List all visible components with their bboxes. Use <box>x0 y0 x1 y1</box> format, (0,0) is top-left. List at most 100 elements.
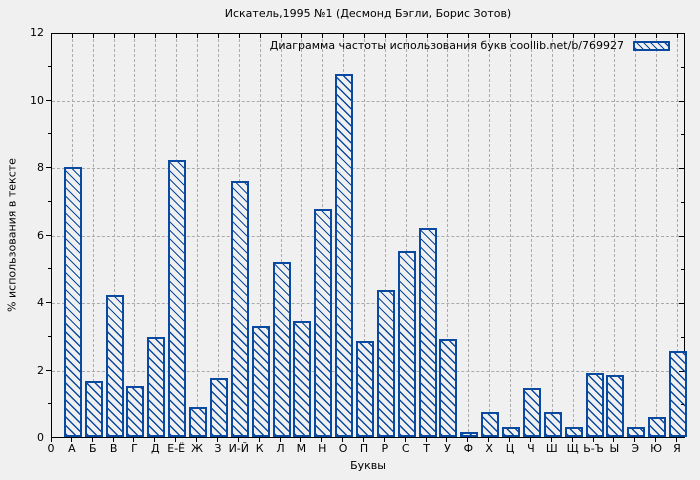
x-top-tick <box>572 34 574 38</box>
x-tick <box>70 438 72 442</box>
y-major-tick <box>46 302 51 303</box>
x-tick <box>488 438 490 442</box>
x-top-tick <box>71 34 73 38</box>
x-tick-label: Д <box>151 442 160 455</box>
x-tick-label: Н <box>318 442 327 455</box>
x-tick <box>425 438 427 442</box>
bar-Ц <box>502 426 521 437</box>
x-tick <box>634 438 636 442</box>
v-gridline <box>656 34 658 437</box>
v-gridline <box>593 34 595 437</box>
x-top-tick <box>322 34 324 38</box>
x-tick <box>321 438 323 442</box>
x-tick-label: Ш <box>545 442 558 455</box>
x-tick-label: С <box>401 442 410 455</box>
v-gridline <box>614 34 616 437</box>
x-tick-label: М <box>296 442 307 455</box>
y-minor-tick-mirror <box>681 66 684 68</box>
y-major-tick-mirror <box>679 168 684 169</box>
v-gridline <box>635 34 637 437</box>
chart-title: Искатель,1995 №1 (Десмонд Бэгли, Борис З… <box>224 7 512 20</box>
bar-Ь-Ъ <box>585 372 604 437</box>
x-tick <box>342 438 344 442</box>
v-gridline <box>217 34 219 437</box>
y-major-tick <box>46 99 51 101</box>
v-gridline <box>447 34 449 437</box>
x-top-tick <box>384 34 386 38</box>
x-tick-label: П <box>359 442 369 455</box>
bar-Т <box>418 227 437 437</box>
x-tick-label: Т <box>423 442 430 455</box>
x-tick-label: Г <box>131 442 138 455</box>
bar-Э <box>627 426 646 437</box>
y-tick-label: 6 <box>37 228 44 242</box>
x-tick-label: Щ <box>566 442 579 455</box>
y-major-tick <box>46 369 51 371</box>
y-minor-tick-mirror <box>681 201 684 203</box>
x-top-tick <box>677 34 678 38</box>
bar-Ш <box>543 411 562 437</box>
x-top-tick <box>92 34 94 38</box>
x-top-tick <box>301 34 303 38</box>
v-gridline <box>92 34 94 437</box>
x-tick-label: З <box>214 442 222 455</box>
h-gridline <box>52 303 684 304</box>
x-tick <box>216 438 218 442</box>
x-tick <box>509 438 511 442</box>
y-tick-label: 10 <box>30 93 44 107</box>
x-tick <box>550 438 552 442</box>
x-tick-label: К <box>255 442 264 455</box>
x-tick <box>363 438 364 442</box>
y-tick-label: 4 <box>37 296 44 309</box>
bar-Ы <box>606 374 625 437</box>
y-major-tick <box>46 234 51 236</box>
v-gridline <box>155 34 157 437</box>
bar-З <box>209 377 228 437</box>
x-top-tick <box>259 34 261 38</box>
x-tick <box>571 438 573 442</box>
bar-В <box>105 295 124 437</box>
x-top-tick <box>489 34 491 38</box>
y-minor-tick <box>48 268 51 270</box>
y-major-tick-mirror <box>679 100 684 102</box>
y-major-tick-mirror <box>679 370 684 372</box>
bar-Р <box>376 290 395 437</box>
x-top-tick <box>176 34 178 38</box>
v-gridline <box>280 34 282 437</box>
x-tick <box>676 438 677 442</box>
bar-Л <box>272 261 291 437</box>
x-tick-label: У <box>444 442 451 455</box>
x-tick <box>258 438 260 442</box>
x-tick <box>91 438 93 442</box>
x-tick <box>655 438 657 442</box>
y-tick-label: 2 <box>37 363 44 377</box>
legend-label: Диаграмма частоты использования букв coo… <box>269 39 624 52</box>
y-major-tick-mirror <box>679 303 684 304</box>
x-tick-label: Ц <box>505 442 515 455</box>
bar-Н <box>314 209 333 437</box>
bar-Д <box>147 337 166 437</box>
bar-Б <box>84 381 103 437</box>
bar-К <box>251 325 270 437</box>
legend: Диаграмма частоты использования букв coo… <box>270 39 670 52</box>
bar-У <box>439 339 458 437</box>
bar-Г <box>126 386 145 437</box>
y-minor-tick <box>48 403 51 405</box>
x-tick <box>300 438 302 442</box>
bar-О <box>335 74 354 437</box>
y-minor-tick <box>48 133 51 135</box>
x-top-tick <box>113 34 115 38</box>
v-gridline <box>134 34 136 437</box>
x-top-tick <box>551 34 553 38</box>
x-top-tick <box>197 34 199 38</box>
x-tick-label: Е-Ё <box>167 442 186 455</box>
bar-Ч <box>522 388 541 437</box>
bar-А <box>63 167 82 437</box>
x-top-tick <box>364 34 365 38</box>
y-tick-label: 8 <box>37 161 44 174</box>
x-top-tick <box>447 34 449 38</box>
x-tick-label-origin: 0 <box>47 442 55 455</box>
v-gridline <box>301 34 303 437</box>
y-minor-tick-mirror <box>681 269 684 271</box>
x-tick-label: Ч <box>527 442 535 455</box>
